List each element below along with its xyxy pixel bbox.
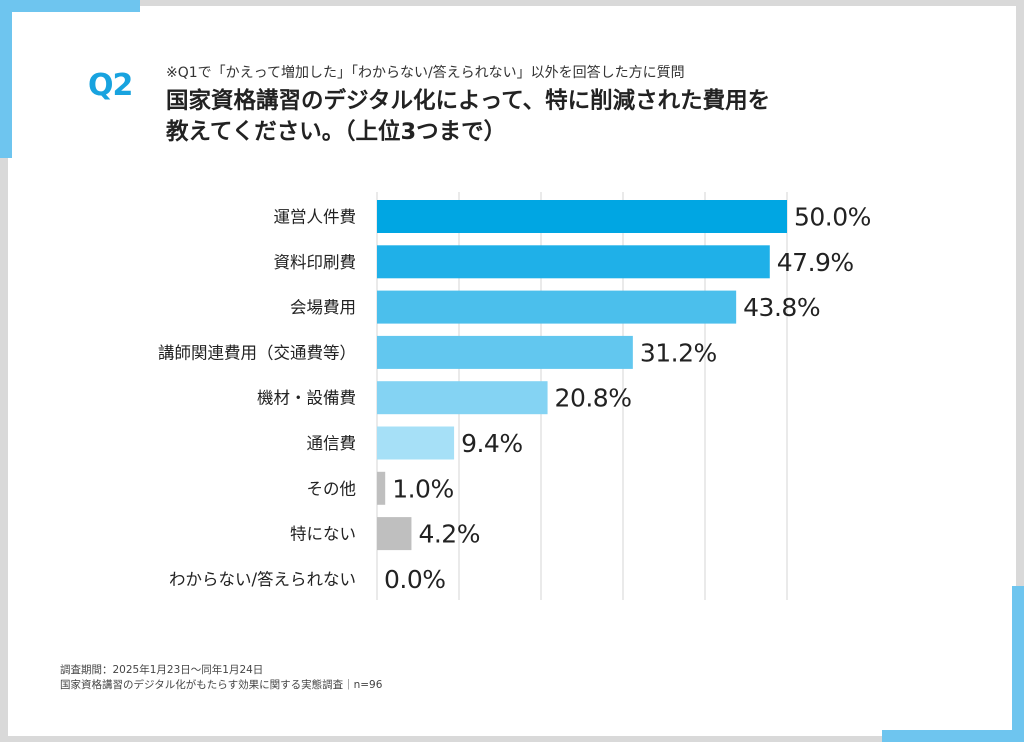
corner-accent-left-bar [0, 0, 12, 158]
question-title: 国家資格講習のデジタル化によって、特に削減された費用を 教えてください。（上位3… [166, 86, 770, 148]
category-label: 機材・設備費 [257, 389, 356, 408]
bar [377, 290, 737, 324]
value-label: 9.4% [461, 429, 523, 458]
bar [377, 426, 455, 460]
question-number: Q2 [88, 68, 133, 103]
question-title-line-1: 国家資格講習のデジタル化によって、特に削減された費用を [166, 88, 771, 114]
bar [377, 471, 386, 505]
value-label: 1.0% [392, 474, 454, 503]
bar [377, 200, 787, 233]
value-label: 0.0% [384, 565, 446, 594]
content-card [8, 6, 1016, 736]
value-label: 43.8% [743, 293, 820, 322]
category-label: 講師関連費用（交通費等） [158, 343, 356, 362]
category-label: 特にない [290, 525, 356, 544]
value-label: 47.9% [777, 248, 854, 277]
survey-title: 国家資格講習のデジタル化がもたらす効果に関する実態調査｜n=96 [60, 679, 383, 691]
bar [377, 335, 633, 369]
category-label: わからない/答えられない [169, 570, 356, 589]
category-label: 資料印刷費 [274, 253, 357, 272]
corner-accent-right-bar [1012, 586, 1024, 742]
category-label: その他 [307, 479, 357, 498]
corner-accent-bottom-right [882, 730, 1024, 742]
value-label: 31.2% [640, 338, 717, 367]
survey-period: 調査期間：2025年1月23日〜同年1月24日 [60, 664, 264, 676]
question-title-line-2: 教えてください。（上位3つまで） [166, 119, 507, 145]
bar [377, 517, 412, 551]
question-note: ※Q1で「かえって増加した」「わからない/答えられない」以外を回答した方に質問 [166, 65, 685, 81]
category-label: 通信費 [307, 434, 357, 453]
value-label: 20.8% [555, 384, 632, 413]
value-label: 4.2% [418, 520, 480, 549]
bar [377, 381, 548, 415]
bar [377, 245, 770, 279]
category-label: 会場費用 [290, 298, 356, 317]
corner-accent-top-left [0, 0, 140, 12]
category-label: 運営人件費 [274, 208, 357, 227]
survey-footer: 調査期間：2025年1月23日〜同年1月24日 国家資格講習のデジタル化がもたら… [60, 663, 382, 693]
value-label: 50.0% [794, 203, 871, 232]
